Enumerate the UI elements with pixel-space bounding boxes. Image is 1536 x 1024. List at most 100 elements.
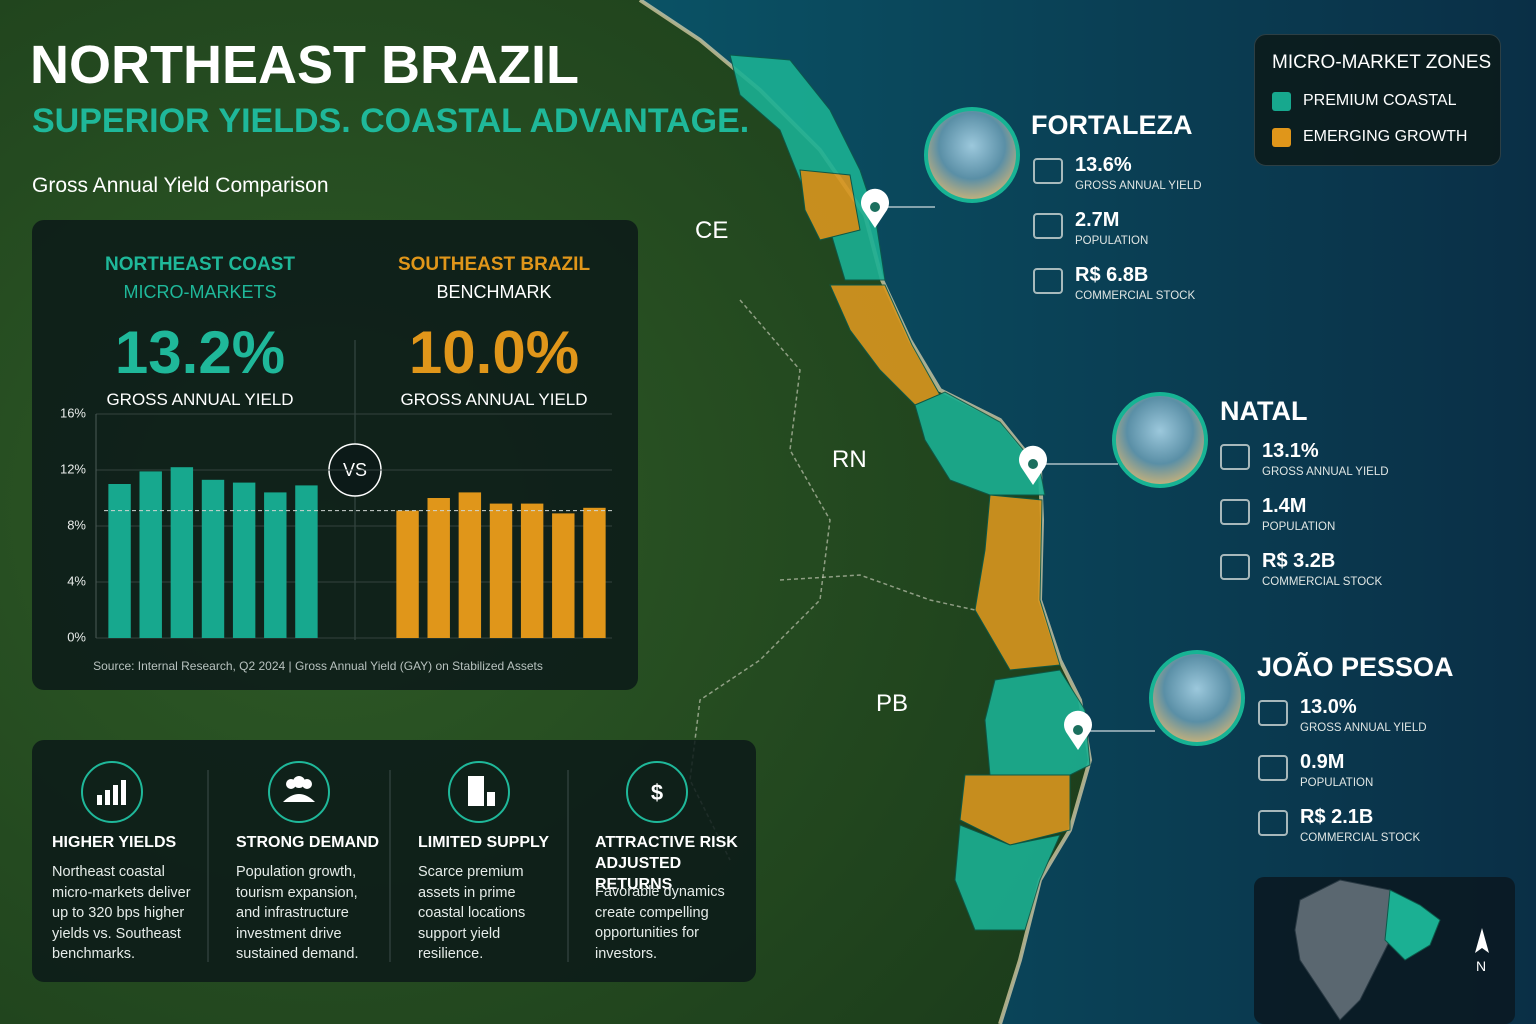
city-photo (1112, 392, 1208, 488)
city-label: COMMERCIAL STOCK (1300, 832, 1421, 844)
stock-icon (1033, 268, 1063, 294)
city-value: R$ 6.8B (1075, 264, 1149, 286)
zone-premium (914, 391, 1046, 496)
city-photo (1149, 650, 1245, 746)
city-value: R$ 2.1B (1300, 806, 1374, 828)
city-label: POPULATION (1075, 235, 1149, 247)
legend-swatch (1272, 92, 1291, 111)
feature-title: ATTRACTIVE RISK ADJUSTED RETURNS (595, 834, 738, 893)
feature-text: Scarce premium assets in prime coastal l… (418, 864, 526, 962)
bar (139, 471, 162, 638)
city-label: POPULATION (1262, 521, 1336, 533)
bar (295, 485, 318, 638)
yield-icon (1258, 700, 1288, 726)
inset-northeast (1384, 889, 1441, 961)
zone-emerging (799, 169, 861, 241)
city-photo (924, 107, 1020, 203)
city-value: 13.6% (1075, 154, 1132, 176)
feature-title: HIGHER YIELDS (52, 834, 177, 851)
yield-icon (1220, 444, 1250, 470)
section-title: Gross Annual Yield Comparison (32, 174, 329, 197)
zone-emerging (959, 774, 1071, 846)
bar (427, 498, 450, 638)
city-label: COMMERCIAL STOCK (1075, 290, 1196, 302)
series-name: SOUTHEAST BRAZIL (397, 254, 591, 275)
feature-text: Northeast coastal micro-markets deliver … (52, 864, 191, 962)
bar (489, 503, 513, 638)
bar (583, 507, 606, 638)
series-name: NORTHEAST COAST (105, 254, 295, 275)
city-label: POPULATION (1300, 777, 1374, 789)
y-tick-label: 0% (67, 629, 86, 644)
state-label: CE (695, 217, 729, 244)
legend-label: PREMIUM COASTAL (1303, 92, 1457, 109)
state-label: RN (832, 446, 867, 473)
subtitle: SUPERIOR YIELDS. COASTAL ADVANTAGE. (32, 102, 750, 140)
comparison-subtitle: BENCHMARK (436, 282, 552, 302)
title: NORTHEAST BRAZIL (30, 35, 579, 95)
feature-icon (81, 761, 143, 823)
bar (170, 467, 194, 638)
features-panel (32, 740, 756, 982)
bar (396, 510, 419, 638)
state-border (689, 299, 831, 861)
feature-icon (268, 761, 330, 823)
zone-emerging (974, 494, 1061, 671)
compass-arrow (1475, 928, 1489, 953)
population-icon (1258, 755, 1288, 781)
population-icon (1220, 499, 1250, 525)
bar (201, 479, 225, 638)
zone-premium (954, 824, 1061, 931)
city-name: JOÃO PESSOA (1257, 652, 1454, 682)
bar (520, 503, 544, 638)
feature-icon (448, 761, 510, 823)
bar (552, 513, 575, 638)
stock-icon (1258, 810, 1288, 836)
city-value: 0.9M (1300, 751, 1345, 773)
bar-chart: VS Source: Internal Research, Q2 2024 | … (60, 340, 612, 673)
bar (232, 482, 256, 638)
source: Source: Internal Research, Q2 2024 | Gro… (93, 659, 543, 673)
city-label: GROSS ANNUAL YIELD (1075, 180, 1202, 192)
city-value: 2.7M (1075, 209, 1120, 231)
legend-label: EMERGING GROWTH (1303, 128, 1468, 145)
population-icon (1033, 213, 1063, 239)
svg-text:$: $ (651, 780, 663, 805)
bar (108, 484, 131, 638)
stock-icon (1220, 554, 1250, 580)
y-tick-label: 12% (60, 461, 86, 476)
city-value: 1.4M (1262, 495, 1307, 517)
y-tick-label: 4% (67, 573, 86, 588)
bar (264, 492, 287, 638)
compass-label: N (1476, 958, 1487, 974)
feature-text: Population growth, tourism expansion, an… (236, 864, 359, 962)
state-border (779, 574, 976, 611)
feature-icon (626, 761, 688, 823)
inset-brazil (1294, 879, 1401, 1021)
city-name: NATAL (1220, 396, 1308, 426)
legend-title: MICRO-MARKET ZONES (1272, 52, 1492, 73)
y-tick-label: 16% (60, 405, 86, 420)
headline-yield: 10.0% (408, 319, 580, 386)
comparison-subtitle: MICRO-MARKETS (123, 282, 277, 302)
city-name: FORTALEZA (1031, 110, 1193, 140)
headline-label: GROSS ANNUAL YIELD (106, 390, 294, 409)
y-tick-label: 8% (67, 517, 86, 532)
city-label: GROSS ANNUAL YIELD (1300, 722, 1427, 734)
zone-premium (984, 669, 1091, 781)
feature-text: Favorable dynamics create compelling opp… (595, 884, 725, 962)
feature-title: STRONG DEMAND (236, 834, 380, 851)
city-value: 13.0% (1300, 696, 1357, 718)
city-label: GROSS ANNUAL YIELD (1262, 466, 1389, 478)
legend-swatch (1272, 128, 1291, 147)
yield-icon (1033, 158, 1063, 184)
feature-icons: $ (81, 761, 688, 962)
headline-yield: 13.2% (114, 319, 286, 386)
city-label: COMMERCIAL STOCK (1262, 576, 1383, 588)
headline-label: GROSS ANNUAL YIELD (400, 390, 588, 409)
city-value: 13.1% (1262, 440, 1319, 462)
bar (458, 492, 482, 638)
legend-panel (1254, 34, 1501, 166)
state-label: PB (876, 690, 909, 717)
